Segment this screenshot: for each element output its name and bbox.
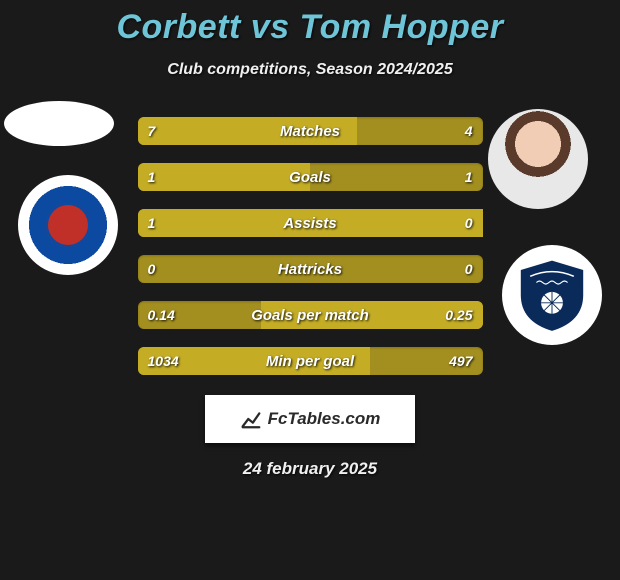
stat-label: Assists: [138, 215, 483, 232]
date-label: 24 february 2025: [0, 459, 620, 479]
stat-value-right: 0: [465, 261, 473, 277]
stat-row: 1034Min per goal497: [138, 347, 483, 375]
stat-row: 0Hattricks0: [138, 255, 483, 283]
chart-icon: [240, 408, 262, 430]
player-left-photo: [4, 101, 114, 146]
stat-value-right: 4: [465, 123, 473, 139]
stat-value-right: 497: [449, 353, 472, 369]
stat-label: Hattricks: [138, 261, 483, 278]
player-right-photo: [488, 109, 588, 209]
stat-value-right: 0.25: [445, 307, 472, 323]
stat-row: 0.14Goals per match0.25: [138, 301, 483, 329]
source-label: FcTables.com: [268, 409, 381, 429]
stat-label: Goals per match: [138, 307, 483, 324]
club-badge-right: [502, 245, 602, 345]
shield-icon: [513, 256, 591, 334]
source-badge: FcTables.com: [205, 395, 415, 443]
comparison-panel: 7Matches41Goals11Assists00Hattricks00.14…: [0, 117, 620, 375]
stat-row: 1Goals1: [138, 163, 483, 191]
stat-value-right: 1: [465, 169, 473, 185]
stat-rows: 7Matches41Goals11Assists00Hattricks00.14…: [138, 117, 483, 375]
club-badge-left-inner: [46, 203, 90, 247]
subtitle: Club competitions, Season 2024/2025: [0, 61, 620, 79]
stat-row: 1Assists0: [138, 209, 483, 237]
stat-value-right: 0: [465, 215, 473, 231]
stat-label: Min per goal: [138, 353, 483, 370]
stat-row: 7Matches4: [138, 117, 483, 145]
stat-label: Matches: [138, 123, 483, 140]
club-badge-left: [18, 175, 118, 275]
page-title: Corbett vs Tom Hopper: [0, 0, 620, 47]
stat-label: Goals: [138, 169, 483, 186]
